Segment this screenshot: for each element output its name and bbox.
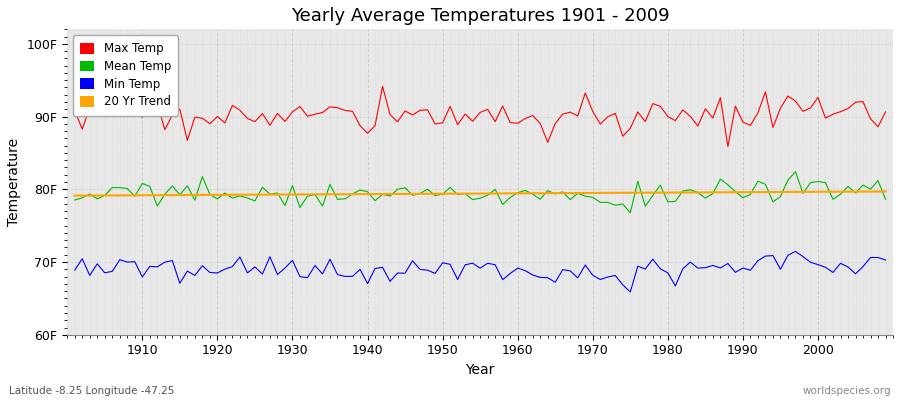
- Legend: Max Temp, Mean Temp, Min Temp, 20 Yr Trend: Max Temp, Mean Temp, Min Temp, 20 Yr Tre…: [73, 35, 178, 116]
- Text: Latitude -8.25 Longitude -47.25: Latitude -8.25 Longitude -47.25: [9, 386, 175, 396]
- Y-axis label: Temperature: Temperature: [7, 138, 21, 226]
- Text: worldspecies.org: worldspecies.org: [803, 386, 891, 396]
- Title: Yearly Average Temperatures 1901 - 2009: Yearly Average Temperatures 1901 - 2009: [291, 7, 670, 25]
- X-axis label: Year: Year: [465, 363, 495, 377]
